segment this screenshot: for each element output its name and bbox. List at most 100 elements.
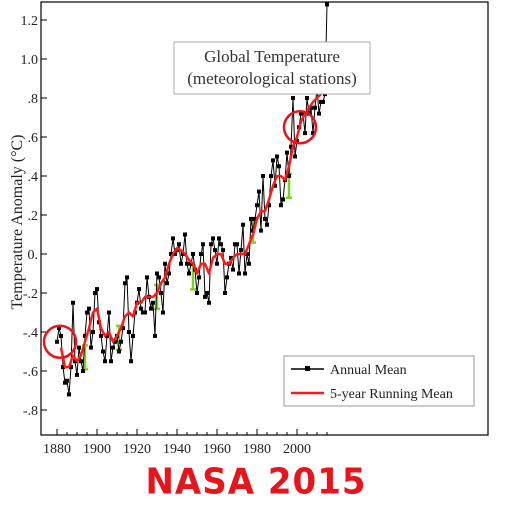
annual-mean-point [105, 333, 109, 338]
y-tick-label: -.8 [23, 404, 38, 419]
annual-mean-point [121, 326, 125, 331]
annual-mean-point [207, 300, 211, 305]
annual-mean-point [231, 267, 235, 272]
annual-mean-point [83, 333, 87, 338]
y-tick-label: .4 [28, 170, 39, 185]
annual-mean-point [71, 300, 75, 305]
annual-mean-point [273, 183, 277, 188]
x-tick-label: 1900 [83, 442, 111, 457]
annual-mean-point [213, 248, 217, 253]
annual-mean-point [139, 306, 143, 311]
title-box [173, 41, 371, 95]
annual-mean-line [56, 4, 328, 395]
legend: Annual Mean 5-year Running Mean [283, 355, 475, 407]
annual-mean-point [191, 252, 195, 256]
y-tick-label: .6 [28, 131, 39, 146]
y-axis: 1.2 1.0 .8 .6 .4 .2 0. -.2 -.4 -.6 -.8 [21, 14, 47, 419]
annual-mean-point [271, 158, 275, 163]
annual-mean-point [173, 252, 177, 256]
annual-mean-point [113, 339, 117, 344]
annual-mean-point [275, 154, 279, 159]
annual-mean-point [241, 222, 245, 227]
annual-mean-point [237, 271, 241, 276]
annual-mean-point [293, 154, 297, 159]
annual-mean-point [119, 339, 123, 344]
legend-running-label: 5-year Running Mean [330, 387, 453, 402]
annual-mean-point [267, 203, 271, 208]
annual-mean-point [203, 294, 207, 299]
annual-mean-point [163, 261, 167, 266]
annual-mean-point [247, 261, 251, 266]
annual-mean-point [217, 236, 221, 241]
annual-mean-point [171, 236, 175, 241]
annual-mean-point [255, 203, 259, 208]
annual-mean-point [211, 236, 215, 241]
annual-mean-point [125, 275, 129, 280]
x-tick-label: 2000 [283, 442, 311, 457]
annual-mean-point [187, 271, 191, 276]
annual-mean-point [305, 96, 309, 100]
annual-mean-point [253, 216, 257, 221]
annual-mean-point [77, 345, 81, 350]
annual-mean-point [311, 131, 315, 136]
annual-mean-point [145, 275, 149, 280]
y-tick-label: 1.0 [21, 53, 39, 68]
annual-mean-point [215, 261, 219, 266]
x-tick-label: 1880 [43, 442, 71, 457]
annual-mean-point [325, 2, 329, 7]
annual-mean-point [249, 216, 253, 221]
annual-mean-point [269, 174, 273, 178]
annual-mean-point [67, 392, 71, 397]
annual-mean-point [75, 372, 79, 377]
annual-mean-point [93, 291, 97, 295]
annual-mean-point [55, 339, 59, 344]
annual-mean-point [257, 189, 261, 194]
footer-caption: NASA 2015 [145, 461, 367, 503]
y-tick-label: 1.2 [21, 14, 39, 29]
annual-mean-point [223, 291, 227, 295]
annual-mean-point [127, 330, 131, 334]
annual-mean-point [87, 306, 91, 311]
annual-mean-point [265, 222, 269, 227]
annual-mean-point [185, 261, 189, 266]
annual-mean-point [225, 275, 229, 280]
annotation-circle [42, 324, 78, 359]
annual-mean-point [221, 248, 225, 253]
annual-mean-point [177, 242, 181, 247]
annual-mean-point [239, 248, 243, 253]
annual-mean-point [59, 333, 63, 338]
annual-mean-point [309, 105, 313, 110]
legend-annual-marker [305, 366, 310, 371]
legend-annual-label: Annual Mean [330, 363, 407, 378]
annual-mean-point [101, 349, 105, 354]
legend-box [283, 355, 475, 407]
annual-mean-point [243, 271, 247, 276]
annual-mean-point [179, 261, 183, 266]
annual-mean-point [137, 287, 141, 292]
annual-mean-point [277, 164, 281, 169]
annual-mean-point [219, 242, 223, 247]
annual-mean-point [205, 291, 209, 295]
annual-mean-point [65, 378, 69, 383]
annual-mean-point [81, 369, 85, 373]
y-axis-label: Temperature Anomaly (°C) [9, 135, 26, 310]
annual-mean-point [159, 291, 163, 295]
annual-mean-point [285, 150, 289, 155]
y-tick-label: 0. [28, 248, 39, 263]
annual-mean-point [291, 96, 295, 100]
annual-mean-point [169, 252, 173, 256]
annual-mean-point [109, 359, 113, 364]
annual-mean-point [95, 287, 99, 292]
x-tick-label: 1940 [163, 442, 191, 457]
annual-mean-point [287, 174, 291, 178]
annual-mean-point [229, 255, 233, 260]
annual-mean-point [57, 326, 61, 331]
x-tick-label: 1980 [243, 442, 271, 457]
annual-mean-point [197, 275, 201, 280]
annual-mean-point [167, 271, 171, 276]
y-tick-label: -.2 [23, 287, 38, 302]
annual-mean-point [263, 216, 267, 221]
annual-mean-point [157, 275, 161, 280]
annual-mean-point [317, 111, 321, 116]
